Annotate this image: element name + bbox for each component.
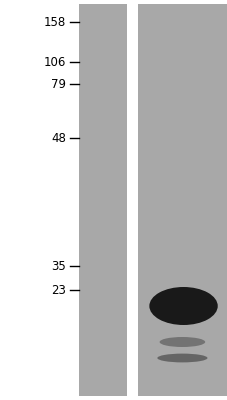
Text: 48: 48 bbox=[51, 132, 66, 144]
Text: 158: 158 bbox=[44, 16, 66, 28]
Ellipse shape bbox=[157, 354, 207, 362]
Text: 23: 23 bbox=[51, 284, 66, 296]
Bar bbox=[137, 4, 227, 396]
Ellipse shape bbox=[149, 287, 217, 325]
Text: 79: 79 bbox=[51, 78, 66, 90]
Bar bbox=[127, 4, 136, 396]
Text: 35: 35 bbox=[51, 260, 66, 272]
Text: 106: 106 bbox=[44, 56, 66, 68]
Bar bbox=[78, 4, 126, 396]
Ellipse shape bbox=[159, 337, 204, 347]
